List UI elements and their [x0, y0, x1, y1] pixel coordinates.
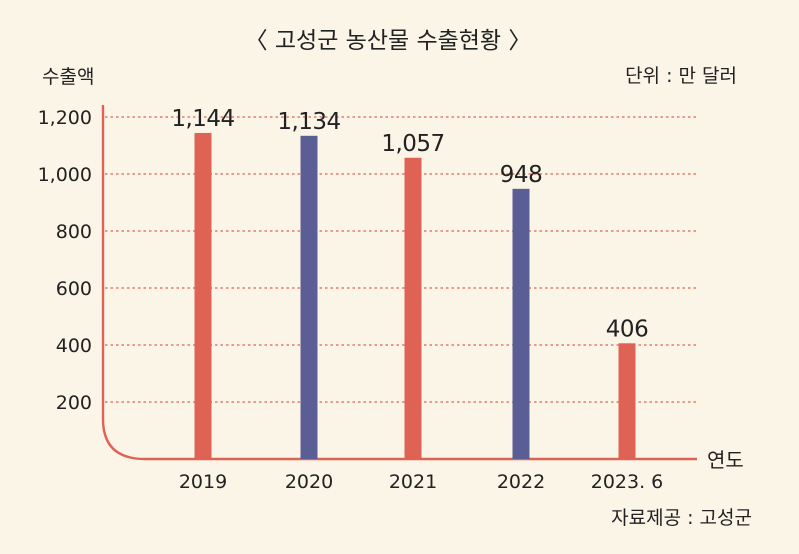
y-tick-label: 600: [56, 278, 92, 300]
axes: [101, 105, 697, 461]
gridlines: [105, 116, 697, 403]
unit-note: 단위 : 만 달러: [625, 65, 737, 87]
y-tick-label: 400: [56, 335, 92, 357]
x-tick-label: 2022: [497, 471, 545, 493]
source-note: 자료제공 : 고성군: [611, 507, 752, 529]
data-label: 1,057: [381, 131, 444, 157]
axis-line: [101, 105, 697, 461]
bar: [618, 343, 636, 459]
bar: [300, 135, 318, 459]
x-tick-labels: 2019 2020 2021 2022 2023. 6: [179, 471, 663, 493]
x-tick-label: 2019: [179, 471, 227, 493]
y-tick-label: 1,200: [38, 107, 92, 129]
y-tick-label: 200: [56, 392, 92, 414]
bars: [194, 132, 636, 459]
bar: [194, 132, 212, 459]
value-labels: 1,144 1,134 1,057 948 406: [171, 106, 648, 342]
bar: [512, 188, 530, 459]
data-label: 948: [500, 162, 542, 188]
data-label: 1,134: [277, 109, 340, 135]
x-tick-label: 2021: [389, 471, 437, 493]
y-tick-label: 800: [56, 221, 92, 243]
data-label: 406: [606, 316, 648, 342]
x-tick-label: 2020: [285, 471, 333, 493]
y-axis-label: 수출액: [42, 66, 94, 88]
y-tick-labels: 200 400 600 800 1,000 1,200: [38, 107, 92, 414]
y-tick-label: 1,000: [38, 164, 92, 186]
x-axis-label: 연도: [707, 448, 744, 472]
bar: [404, 157, 422, 459]
x-tick-label: 2023. 6: [591, 471, 664, 493]
data-label: 1,144: [171, 106, 234, 132]
chart-title: 〈 고성군 농산물 수출현황 〉: [245, 28, 532, 54]
